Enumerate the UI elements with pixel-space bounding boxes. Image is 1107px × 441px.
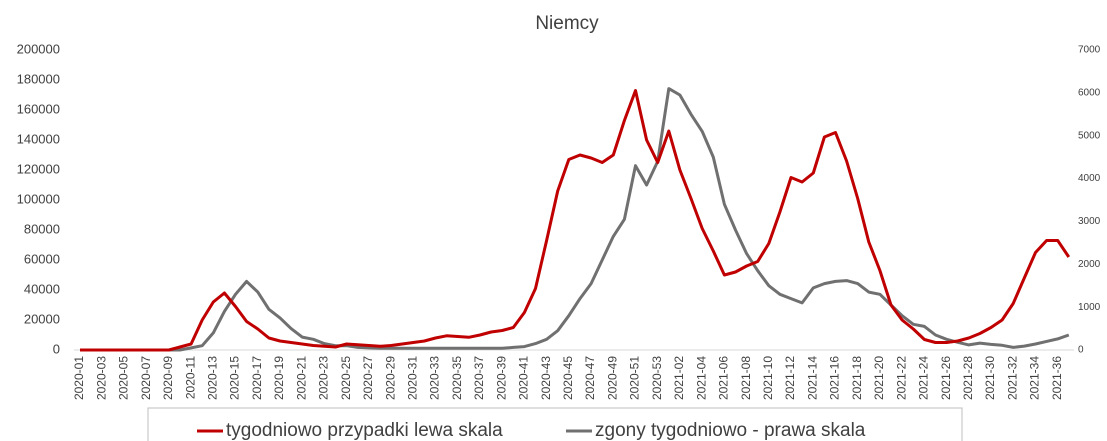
x-tick-label: 2020-45	[561, 356, 575, 400]
y2-tick-label: 3000	[1078, 216, 1101, 227]
x-tick-label: 2020-05	[117, 356, 131, 400]
x-tick-label: 2021-14	[805, 356, 819, 400]
x-tick-label: 2020-47	[583, 356, 597, 400]
y2-tick-label: 1000	[1078, 302, 1101, 313]
chart-title: Niemcy	[535, 13, 599, 34]
y2-tick-label: 6000	[1078, 87, 1101, 98]
x-tick-label: 2020-33	[428, 356, 442, 400]
x-tick-label: 2021-10	[761, 356, 775, 400]
legend-box	[147, 407, 963, 441]
y-tick-label: 60000	[24, 251, 60, 266]
x-tick-label: 2020-31	[405, 356, 419, 400]
x-tick-label: 2020-07	[139, 356, 153, 400]
x-tick-label: 2020-53	[650, 356, 664, 400]
x-tick-label: 2021-04	[694, 356, 708, 400]
x-tick-label: 2021-22	[894, 356, 908, 400]
x-tick-label: 2020-03	[94, 356, 108, 400]
x-tick-label: 2020-17	[250, 356, 264, 400]
y-tick-label: 100000	[17, 191, 60, 206]
y-tick-label: 120000	[17, 161, 60, 176]
y2-tick-label: 5000	[1078, 130, 1101, 141]
x-tick-label: 2021-26	[939, 356, 953, 400]
x-tick-label: 2020-01	[72, 356, 86, 400]
x-tick-label: 2020-21	[294, 356, 308, 400]
legend-label: zgony tygodniowo - prawa skala	[595, 420, 866, 441]
x-tick-label: 2021-28	[961, 356, 975, 400]
x-tick-label: 2021-16	[828, 356, 842, 400]
y2-tick-label: 2000	[1078, 259, 1101, 270]
x-tick-label: 2021-12	[783, 356, 797, 400]
x-tick-label: 2020-35	[450, 356, 464, 400]
x-tick-label: 2020-25	[339, 356, 353, 400]
x-tick-label: 2020-13	[205, 356, 219, 400]
y-tick-label: 20000	[24, 311, 60, 326]
x-tick-label: 2020-11	[183, 356, 197, 399]
y-tick-label: 180000	[17, 71, 60, 86]
x-tick-label: 2021-34	[1028, 356, 1042, 400]
y-tick-label: 140000	[17, 131, 60, 146]
x-tick-label: 2021-02	[672, 356, 686, 400]
y2-tick-label: 7000	[1078, 45, 1101, 56]
series-line	[80, 89, 1071, 352]
y2-tick-label: 0	[1078, 345, 1084, 356]
x-tick-label: 2021-08	[739, 356, 753, 400]
x-tick-label: 2020-23	[317, 356, 331, 400]
x-tick-label: 2021-24	[917, 356, 931, 400]
y2-tick-label: 4000	[1078, 173, 1101, 184]
x-tick-label: 2020-41	[517, 356, 531, 400]
y-tick-label: 200000	[17, 41, 60, 56]
x-tick-label: 2021-20	[872, 356, 886, 400]
x-tick-label: 2020-09	[161, 356, 175, 400]
x-tick-label: 2021-30	[983, 356, 997, 400]
x-tick-label: 2021-32	[1005, 356, 1019, 400]
legend-label: tygodniowo przypadki lewa skala	[226, 420, 503, 441]
x-tick-label: 2020-27	[361, 356, 375, 400]
x-tick-label: 2021-36	[1050, 356, 1064, 400]
x-tick-label: 2020-29	[383, 356, 397, 400]
x-tick-label: 2020-37	[472, 356, 486, 400]
y-tick-label: 160000	[17, 101, 60, 116]
x-tick-label: 2021-06	[717, 356, 731, 400]
x-tick-label: 2020-51	[628, 356, 642, 400]
y-tick-label: 40000	[24, 281, 60, 296]
x-tick-label: 2020-43	[539, 356, 553, 400]
x-tick-label: 2020-19	[272, 356, 286, 400]
y-tick-label: 80000	[24, 221, 60, 236]
y-tick-label: 0	[53, 341, 60, 356]
x-tick-label: 2020-39	[494, 356, 508, 400]
x-tick-label: 2020-49	[605, 356, 619, 400]
series-line	[80, 87, 1070, 352]
legend	[147, 407, 963, 441]
x-tick-label: 2020-15	[228, 356, 242, 400]
x-tick-label: 2021-18	[850, 356, 864, 400]
